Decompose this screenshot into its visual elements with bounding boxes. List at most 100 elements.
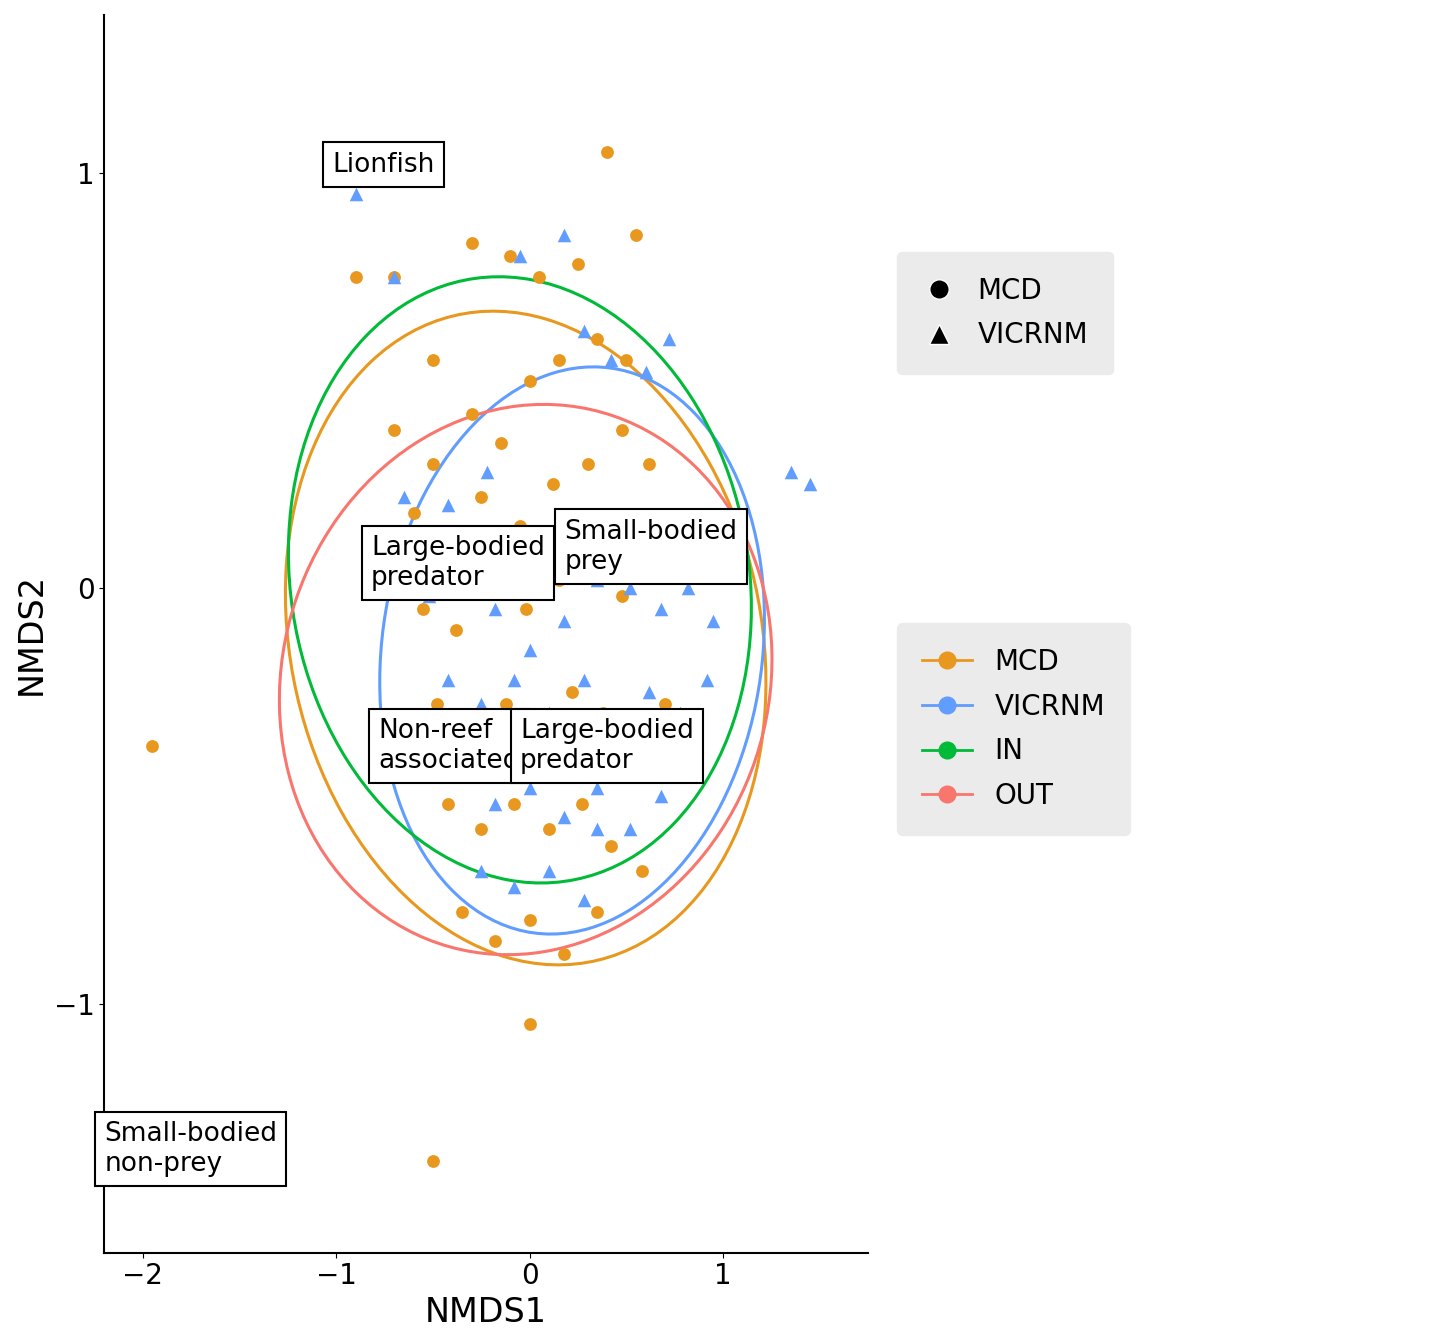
Point (431, 536, 454, 558)
Point (605, 711, 628, 732)
Text: Lionfish: Lionfish (333, 152, 435, 177)
Point (654, 694, 677, 715)
Text: Large-bodied
predator: Large-bodied predator (372, 535, 544, 591)
Point (402, 503, 425, 524)
Point (586, 328, 609, 349)
Point (508, 515, 531, 536)
Point (518, 640, 541, 661)
Point (518, 910, 541, 931)
Legend: MCD, VICRNM, IN, OUT: MCD, VICRNM, IN, OUT (897, 624, 1130, 835)
Point (503, 876, 526, 898)
Point (518, 1013, 541, 1035)
Point (611, 419, 634, 441)
Point (518, 556, 541, 578)
Point (422, 453, 445, 474)
Point (537, 702, 560, 723)
Point (798, 473, 821, 495)
Point (514, 598, 537, 620)
Point (576, 453, 599, 474)
Point (634, 362, 657, 383)
Point (503, 793, 526, 814)
Point (592, 702, 615, 723)
Point (668, 702, 691, 723)
Point (631, 860, 654, 882)
Point (518, 370, 541, 391)
Point (553, 751, 576, 773)
Point (547, 569, 570, 590)
Point (537, 860, 560, 882)
Text: Non-reef
associated: Non-reef associated (379, 718, 520, 774)
Point (422, 349, 445, 371)
Point (701, 610, 724, 632)
Point (599, 349, 622, 371)
Point (570, 793, 593, 814)
Point (638, 453, 661, 474)
Point (619, 578, 642, 599)
Point (518, 777, 541, 798)
Point (586, 777, 609, 798)
Point (572, 320, 595, 341)
Point (475, 461, 498, 482)
Point (527, 711, 550, 732)
Point (537, 818, 560, 840)
Point (344, 183, 367, 204)
Point (553, 610, 576, 632)
Point (422, 1150, 445, 1172)
X-axis label: NMDS1: NMDS1 (425, 1296, 547, 1329)
Point (619, 818, 642, 840)
Point (547, 349, 570, 371)
Point (436, 793, 459, 814)
Point (625, 735, 648, 757)
Text: Small-bodied
prey: Small-bodied prey (564, 519, 737, 575)
Point (383, 419, 406, 441)
Point (392, 487, 415, 508)
Y-axis label: NMDS2: NMDS2 (14, 573, 48, 695)
Point (436, 669, 459, 691)
Point (677, 578, 700, 599)
Point (422, 765, 445, 786)
Point (495, 694, 518, 715)
Point (469, 487, 492, 508)
Point (451, 556, 474, 578)
Point (425, 694, 448, 715)
Point (456, 723, 480, 745)
Point (484, 930, 507, 952)
Point (595, 141, 618, 163)
Point (459, 403, 482, 425)
Point (553, 806, 576, 828)
Point (599, 835, 622, 856)
Point (527, 266, 550, 288)
Point (484, 793, 507, 814)
Point (344, 266, 367, 288)
Point (638, 556, 661, 578)
Point (586, 902, 609, 923)
Point (484, 598, 507, 620)
Point (480, 578, 503, 599)
Point (649, 785, 672, 806)
Point (580, 556, 603, 578)
Point (696, 669, 719, 691)
Point (436, 495, 459, 516)
Point (445, 723, 468, 745)
Point (451, 765, 474, 786)
Point (586, 569, 609, 590)
Point (638, 681, 661, 703)
Point (553, 943, 576, 965)
Point (503, 669, 526, 691)
Point (572, 888, 595, 910)
Point (553, 224, 576, 246)
Point (469, 860, 492, 882)
Point (541, 473, 564, 495)
Point (141, 735, 164, 757)
Point (490, 431, 513, 453)
Point (445, 620, 468, 641)
Point (418, 586, 441, 607)
Point (498, 245, 521, 266)
Text: Small-bodied
non-prey: Small-bodied non-prey (104, 1121, 276, 1177)
Point (572, 669, 595, 691)
Point (560, 681, 583, 703)
Point (649, 598, 672, 620)
Point (459, 233, 482, 254)
Point (383, 266, 406, 288)
Point (586, 818, 609, 840)
